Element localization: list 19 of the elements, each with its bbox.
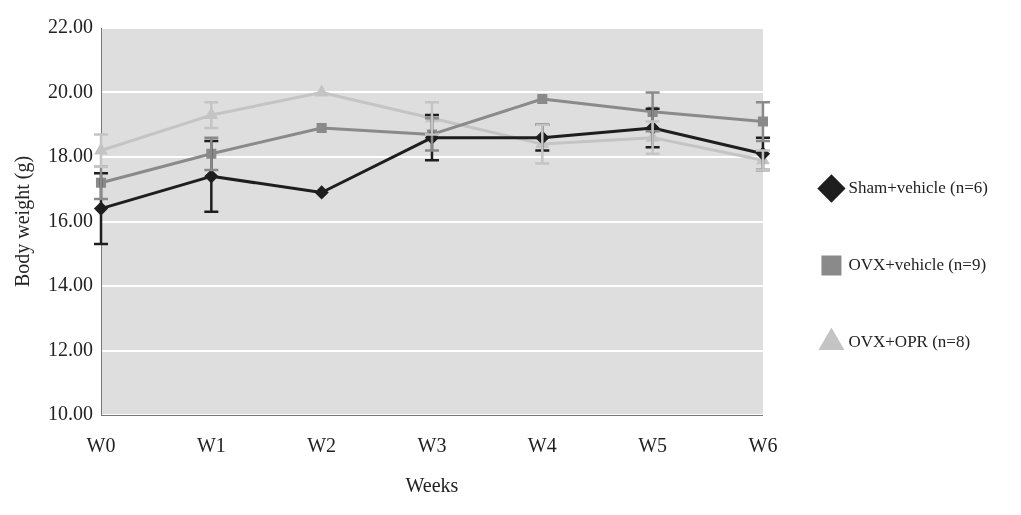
y-tick-label: 22.00 (48, 15, 93, 38)
legend-label: OVX+vehicle (n=9) (848, 254, 987, 274)
x-tick-label: W5 (638, 434, 668, 457)
y-tick-label: 12.00 (48, 337, 93, 360)
y-tick-label: 18.00 (48, 144, 93, 167)
x-axis-title: Weeks (405, 474, 459, 497)
x-tick-label: W3 (417, 434, 447, 457)
x-tick-label: W2 (307, 434, 337, 457)
y-axis-title: Body weight (g) (11, 155, 35, 288)
legend-label: Sham+vehicle (n=6) (848, 177, 989, 197)
y-tick-label: 16.00 (48, 208, 93, 231)
x-tick-label: W4 (527, 434, 557, 457)
y-tick-label: 20.00 (48, 79, 93, 102)
x-tick-label: W6 (748, 434, 778, 457)
x-tick-label: W1 (196, 434, 226, 457)
x-tick-label: W0 (86, 434, 116, 457)
y-tick-label: 10.00 (48, 402, 93, 425)
legend-label: OVX+OPR (n=8) (848, 331, 971, 351)
y-tick-label: 14.00 (48, 273, 93, 296)
